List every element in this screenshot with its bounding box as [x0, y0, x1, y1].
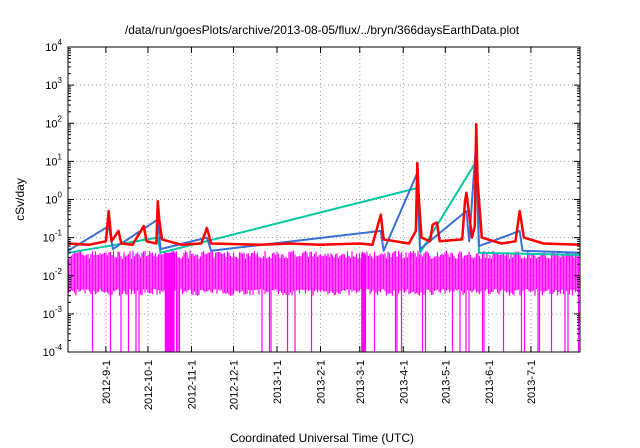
- series-layer: [67, 122, 581, 256]
- y-tick-label: 103: [45, 76, 62, 92]
- x-tick-label: 2012-10-1: [143, 360, 155, 410]
- y-tick-label: 10-1: [43, 229, 63, 245]
- plot-area: [67, 250, 580, 352]
- x-tick-label: 2013-3-1: [355, 360, 367, 404]
- y-tick-label: 102: [45, 114, 62, 130]
- x-tick-label: 2013-6-1: [484, 360, 496, 404]
- x-axis: 2012-9-1 2012-10-1 2012-11-1 2012-12-1 2013-…: [101, 47, 538, 410]
- y-tick-label: 100: [45, 191, 62, 207]
- x-tick-label: 2012-11-1: [186, 360, 198, 409]
- y-tick-label: 10-4: [43, 343, 63, 359]
- x-tick-label: 2012-12-1: [229, 360, 241, 410]
- y-axis-label: cSv/day: [13, 178, 27, 221]
- chart-title: /data/run/goesPlots/archive/2013-08-05/f…: [125, 23, 520, 37]
- y-tick-label: 104: [45, 38, 62, 54]
- series-line: [67, 122, 581, 247]
- series-line: [67, 139, 581, 254]
- x-tick-label: 2013-7-1: [526, 360, 538, 404]
- x-tick-label: 2013-1-1: [272, 360, 284, 404]
- data-gap-block: [361, 252, 366, 352]
- y-axis: 10-4 10-3 10-2 10-1 100 101 102 103 104: [43, 38, 580, 359]
- y-tick-label: 101: [45, 152, 62, 168]
- y-tick-label: 10-3: [43, 305, 63, 321]
- data-gap-block: [164, 252, 175, 352]
- x-tick-label: 2013-2-1: [315, 360, 327, 404]
- y-tick-label: 10-2: [43, 267, 63, 283]
- series-line: [67, 160, 581, 256]
- x-tick-label: 2013-5-1: [440, 360, 452, 404]
- x-tick-label: 2013-4-1: [398, 360, 410, 404]
- noise-band: [67, 250, 580, 352]
- x-axis-label: Coordinated Universal Time (UTC): [230, 431, 414, 445]
- x-tick-label: 2012-9-1: [101, 360, 113, 404]
